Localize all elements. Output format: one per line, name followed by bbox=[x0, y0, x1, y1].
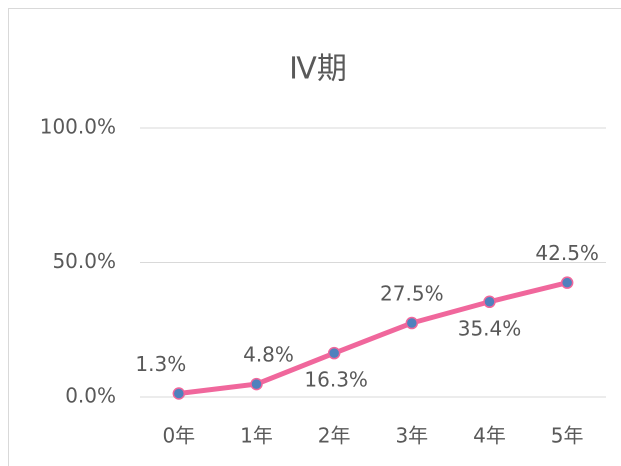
data-point bbox=[327, 346, 341, 360]
x-tick-label: 4年 bbox=[473, 424, 506, 448]
line-series bbox=[178, 280, 568, 396]
data-label: 27.5% bbox=[380, 282, 444, 306]
data-point bbox=[250, 377, 263, 391]
x-tick-label: 5年 bbox=[551, 424, 584, 448]
x-tick-label: 0年 bbox=[162, 424, 195, 448]
data-point bbox=[483, 295, 496, 309]
data-label: 16.3% bbox=[304, 368, 368, 392]
y-tick-label: 0.0% bbox=[65, 384, 116, 408]
chart-title: Ⅳ期 bbox=[289, 52, 347, 87]
data-label: 35.4% bbox=[458, 316, 522, 340]
data-point bbox=[405, 316, 419, 330]
chart-frame bbox=[8, 8, 621, 466]
x-tick-label: 2年 bbox=[318, 424, 351, 448]
data-label: 1.3% bbox=[135, 352, 186, 376]
x-tick-label: 3年 bbox=[395, 424, 428, 448]
x-tick-label: 1年 bbox=[240, 424, 273, 448]
data-label: 4.8% bbox=[243, 343, 294, 367]
data-label: 42.5% bbox=[535, 241, 599, 265]
y-tick-label: 50.0% bbox=[52, 249, 116, 273]
data-point bbox=[172, 387, 186, 400]
y-tick-label: 100.0% bbox=[40, 115, 116, 139]
data-point bbox=[560, 276, 574, 289]
